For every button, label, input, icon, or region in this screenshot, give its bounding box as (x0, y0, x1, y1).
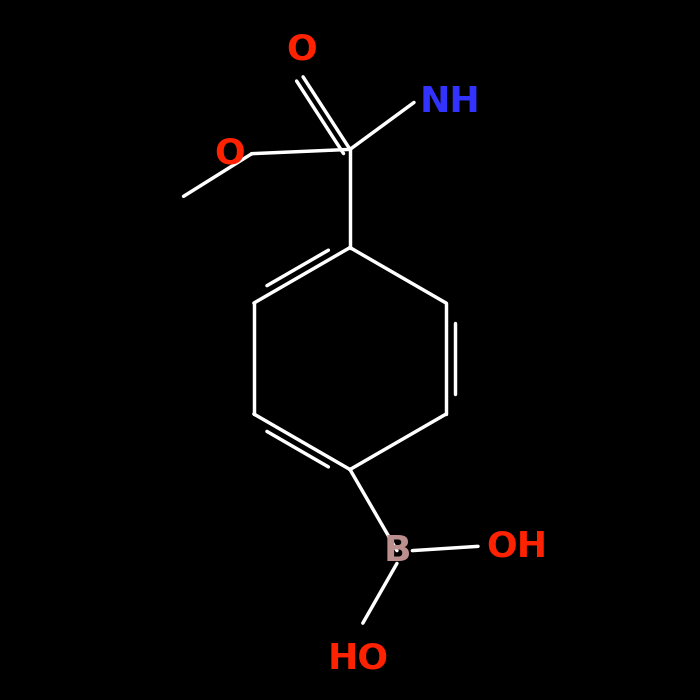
Text: O: O (214, 136, 245, 171)
Text: NH: NH (420, 85, 481, 120)
Text: O: O (286, 33, 316, 66)
Text: OH: OH (486, 529, 547, 564)
Text: HO: HO (328, 642, 389, 676)
Text: B: B (383, 533, 411, 568)
